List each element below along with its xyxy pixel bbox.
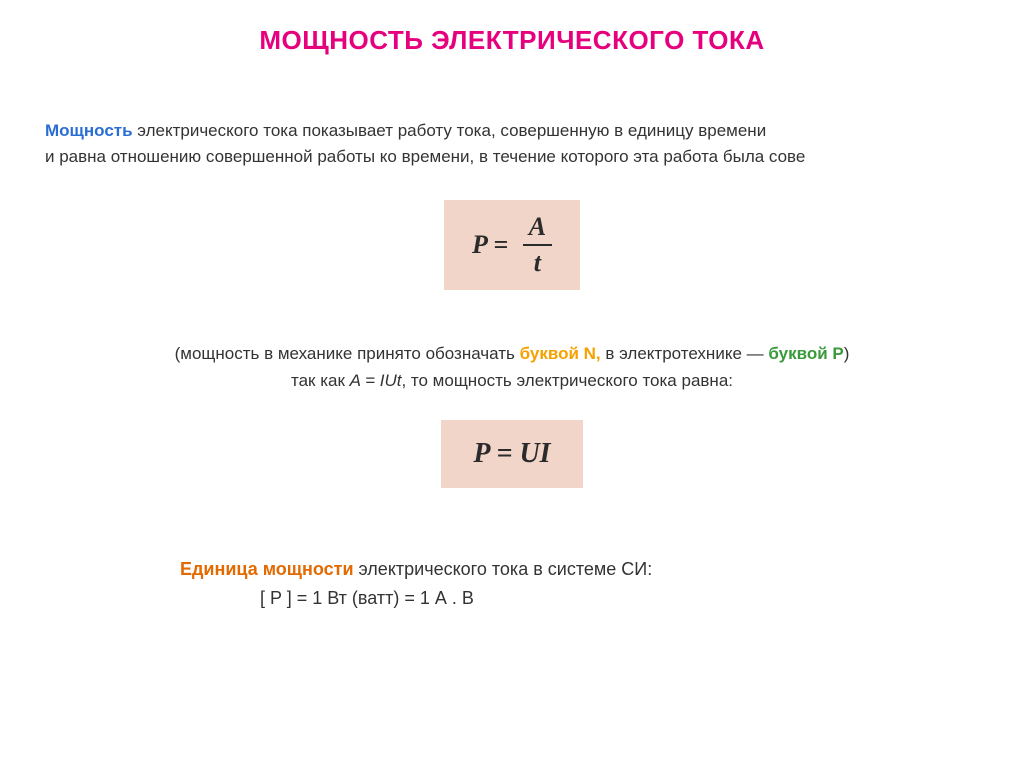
mid-letter-n: буквой N, [520, 344, 601, 363]
mid-line2b: A = IUt [350, 371, 402, 390]
formula-1-lhs: P = [472, 230, 515, 259]
formula-2-box: P = UI [441, 420, 582, 488]
formula-1-fraction: At [523, 212, 552, 278]
si-unit-text: Единица мощности электрического тока в с… [180, 555, 652, 613]
mid-explanation: (мощность в механике принято обозначать … [0, 340, 1024, 394]
definition-text: Мощность электрического тока показывает … [45, 118, 805, 169]
definition-rest1: электрического тока показывает работу то… [133, 121, 767, 140]
mid-close: ) [844, 344, 850, 363]
formula-1-box: P = At [444, 200, 580, 290]
formula-1-denominator: t [523, 246, 552, 278]
mid-line2a: так как [291, 371, 350, 390]
page-title: МОЩНОСТЬ ЭЛЕКТРИЧЕСКОГО ТОКА [0, 25, 1024, 56]
formula-2-container: P = UI [0, 420, 1024, 488]
si-unit-formula: [ P ] = 1 Вт (ватт) = 1 А . В [260, 588, 474, 608]
mid-letter-p: буквой P [764, 344, 844, 363]
mid-line2c: , то мощность электрического тока равна: [401, 371, 733, 390]
formula-1-container: P = At [0, 200, 1024, 290]
mid-mid1: в электротехнике [601, 344, 747, 363]
mid-open: (мощность в механике принято обозначать [175, 344, 520, 363]
formula-1-numerator: A [523, 212, 552, 246]
definition-keyword: Мощность [45, 121, 133, 140]
si-unit-keyword: Единица мощности [180, 559, 354, 579]
definition-line2: и равна отношению совершенной работы ко … [45, 147, 805, 166]
si-unit-rest: электрического тока в системе СИ: [354, 559, 653, 579]
mid-dash: — [747, 344, 764, 363]
